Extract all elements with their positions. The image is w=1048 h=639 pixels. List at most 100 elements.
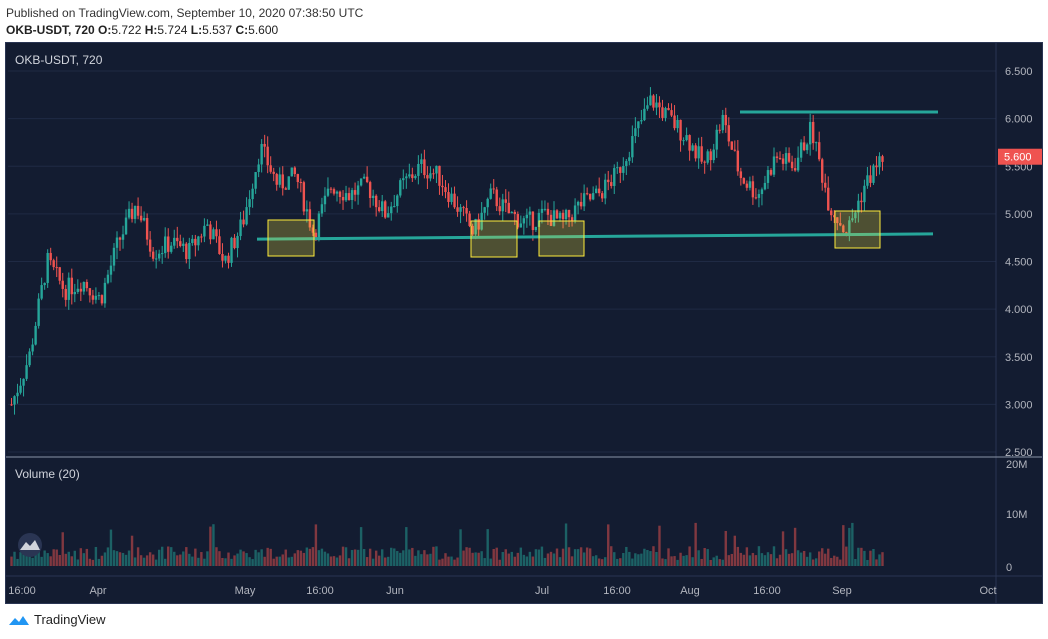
candle-body bbox=[272, 171, 275, 174]
tradingview-brand[interactable]: TradingView bbox=[8, 612, 106, 627]
volume-bar bbox=[227, 552, 230, 566]
volume-bar bbox=[709, 559, 712, 566]
volume-bar bbox=[637, 554, 640, 566]
candle-body bbox=[863, 185, 866, 203]
volume-bar bbox=[359, 527, 363, 566]
volume-bar bbox=[854, 559, 857, 566]
volume-bar bbox=[619, 558, 622, 566]
volume-title: Volume (20) bbox=[15, 467, 80, 481]
candle-body bbox=[504, 199, 507, 203]
time-tick-label: Sep bbox=[832, 585, 852, 597]
volume-bar bbox=[344, 547, 348, 566]
volume-bar bbox=[329, 556, 333, 566]
candle-body bbox=[239, 219, 242, 237]
candle-body bbox=[516, 214, 520, 228]
volume-bar bbox=[182, 551, 185, 566]
candle-body bbox=[763, 182, 767, 190]
volume-bar bbox=[218, 551, 221, 566]
volume-bar bbox=[31, 557, 34, 566]
volume-bar bbox=[441, 558, 444, 566]
candle-body bbox=[359, 178, 363, 186]
volume-bar bbox=[173, 551, 176, 566]
volume-bar bbox=[607, 524, 610, 566]
candle-body bbox=[510, 211, 513, 214]
candle-body bbox=[338, 191, 342, 197]
candle-body bbox=[408, 174, 411, 177]
volume-bar bbox=[396, 551, 399, 566]
candle-body bbox=[417, 163, 420, 176]
volume-bar bbox=[769, 554, 773, 566]
highlight-box bbox=[538, 220, 585, 257]
volume-bar bbox=[281, 554, 284, 566]
candle-body bbox=[393, 206, 396, 208]
candle-body bbox=[724, 114, 727, 126]
candle-body bbox=[97, 295, 101, 297]
candle-body bbox=[362, 176, 366, 179]
candle-body bbox=[673, 115, 676, 129]
volume-bar bbox=[824, 553, 827, 566]
candle-body bbox=[384, 201, 387, 218]
candle-body bbox=[558, 212, 562, 219]
volume-bar bbox=[543, 557, 547, 566]
candle-body bbox=[637, 121, 640, 129]
volume-bar bbox=[377, 555, 381, 566]
volume-bar bbox=[790, 553, 794, 566]
candle-body bbox=[266, 146, 269, 166]
volume-bar bbox=[462, 550, 465, 566]
volume-bar bbox=[326, 553, 330, 566]
last-price-label: 5.600 bbox=[1004, 152, 1032, 164]
candle-body bbox=[353, 190, 357, 195]
volume-bar bbox=[613, 552, 616, 566]
candle-body bbox=[468, 213, 471, 226]
candle-body bbox=[356, 185, 360, 195]
volume-bar bbox=[16, 558, 19, 566]
volume-bar bbox=[429, 553, 432, 566]
chart-frame[interactable] bbox=[5, 42, 1043, 604]
volume-bar bbox=[79, 548, 83, 566]
candle-body bbox=[878, 156, 881, 168]
candle-body bbox=[170, 245, 173, 252]
candle-body bbox=[224, 255, 227, 261]
volume-bar bbox=[525, 556, 529, 566]
volume-bar bbox=[275, 556, 278, 566]
volume-bar bbox=[703, 548, 706, 566]
candle-body bbox=[100, 295, 104, 304]
volume-bar bbox=[248, 557, 251, 566]
candle-body bbox=[522, 218, 526, 224]
candle-body bbox=[745, 183, 749, 188]
candle-body bbox=[435, 165, 438, 174]
candle-body bbox=[377, 207, 381, 212]
volume-bar bbox=[540, 546, 544, 566]
volume-bar bbox=[616, 558, 619, 566]
volume-bar bbox=[393, 548, 396, 566]
candle-body bbox=[335, 191, 339, 194]
volume-bar bbox=[73, 550, 76, 566]
volume-bar bbox=[513, 556, 517, 566]
candle-body bbox=[182, 243, 185, 246]
candle-body bbox=[881, 156, 884, 162]
candle-body bbox=[49, 252, 52, 261]
candle-body bbox=[326, 188, 330, 196]
candle-body bbox=[420, 159, 423, 164]
candle-body bbox=[658, 102, 661, 108]
candle-body bbox=[91, 295, 95, 300]
volume-bar bbox=[314, 524, 318, 566]
volume-bar bbox=[552, 553, 556, 566]
candle-body bbox=[462, 207, 465, 209]
volume-bar bbox=[142, 557, 146, 566]
candle-body bbox=[191, 238, 194, 243]
volume-bar bbox=[601, 559, 604, 566]
candle-body bbox=[830, 210, 833, 216]
volume-bar bbox=[293, 553, 297, 566]
candle-body bbox=[531, 211, 535, 231]
volume-bar bbox=[697, 550, 700, 566]
low-value: 5.537 bbox=[202, 23, 233, 37]
volume-bar bbox=[751, 552, 755, 566]
volume-bar bbox=[842, 525, 845, 566]
candle-body bbox=[778, 157, 782, 159]
volume-bar bbox=[305, 547, 309, 566]
volume-bar bbox=[164, 558, 167, 566]
candle-body bbox=[284, 188, 287, 190]
candle-body bbox=[854, 212, 857, 219]
